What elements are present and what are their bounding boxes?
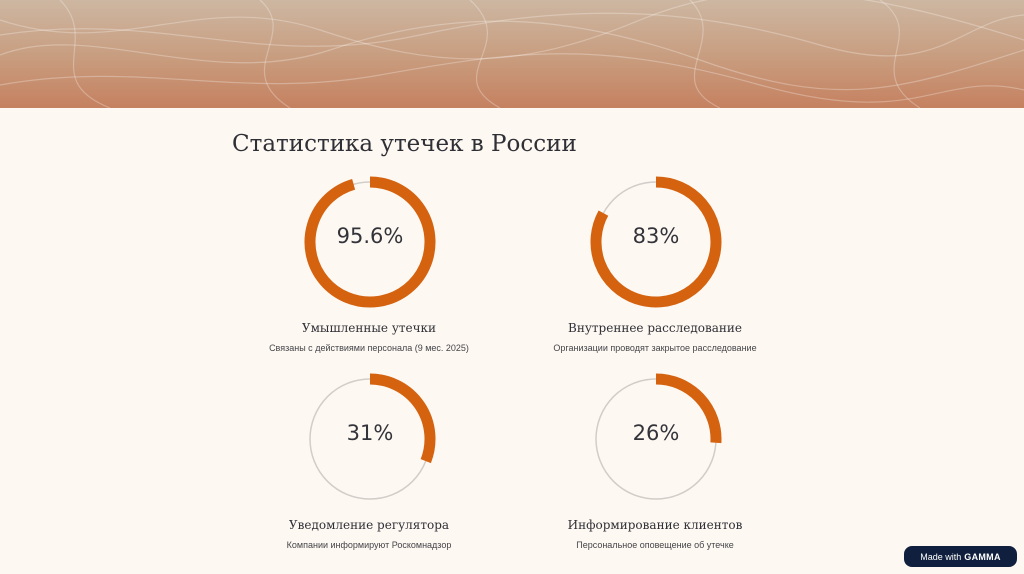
stat-value: 31% (346, 421, 394, 445)
stat-description: Персональное оповещение об утечке (576, 540, 734, 550)
banner-texture (0, 0, 1024, 108)
stat-label: Уведомление регулятора (288, 518, 450, 532)
stat-description: Компании информируют Роскомнадзор (286, 540, 452, 550)
made-with-gamma-badge[interactable]: Made with GAMMA (904, 546, 1017, 567)
ring-progress-arc (655, 373, 722, 444)
badge-prefix: Made with (920, 551, 962, 562)
stat-label: Внутреннее расследование (568, 321, 742, 335)
stat-description: Организации проводят закрытое расследова… (553, 343, 757, 353)
stat-card-internal-investigation: 83% Внутреннее расследование Организации… (510, 176, 800, 366)
stat-card-regulator-notification: 31% Уведомление регулятора Компании инфо… (224, 373, 514, 563)
ring-progress-arc (304, 176, 436, 308)
stat-value: 95.6% (336, 224, 404, 248)
progress-ring (590, 176, 722, 308)
page-title: Статистика утечек в России (232, 131, 577, 157)
stat-value: 83% (632, 224, 680, 248)
progress-ring (304, 176, 436, 308)
stat-label: Информирование клиентов (567, 518, 743, 532)
stat-card-intentional-leaks: 95.6% Умышленные утечки Связаны с действ… (224, 176, 514, 366)
ring-progress-arc (369, 373, 436, 464)
gamma-logo: GAMMA (964, 551, 1001, 562)
progress-ring (595, 373, 722, 500)
stat-value: 26% (632, 421, 680, 445)
ring-progress-arc (590, 176, 722, 308)
progress-ring (309, 373, 436, 500)
content-area (0, 108, 1024, 574)
header-banner-image (0, 0, 1024, 108)
stat-label: Умышленные утечки (301, 321, 437, 335)
stat-card-customer-notification: 26% Информирование клиентов Персональное… (510, 373, 800, 563)
stat-description: Связаны с действиями персонала (9 мес. 2… (269, 343, 469, 353)
